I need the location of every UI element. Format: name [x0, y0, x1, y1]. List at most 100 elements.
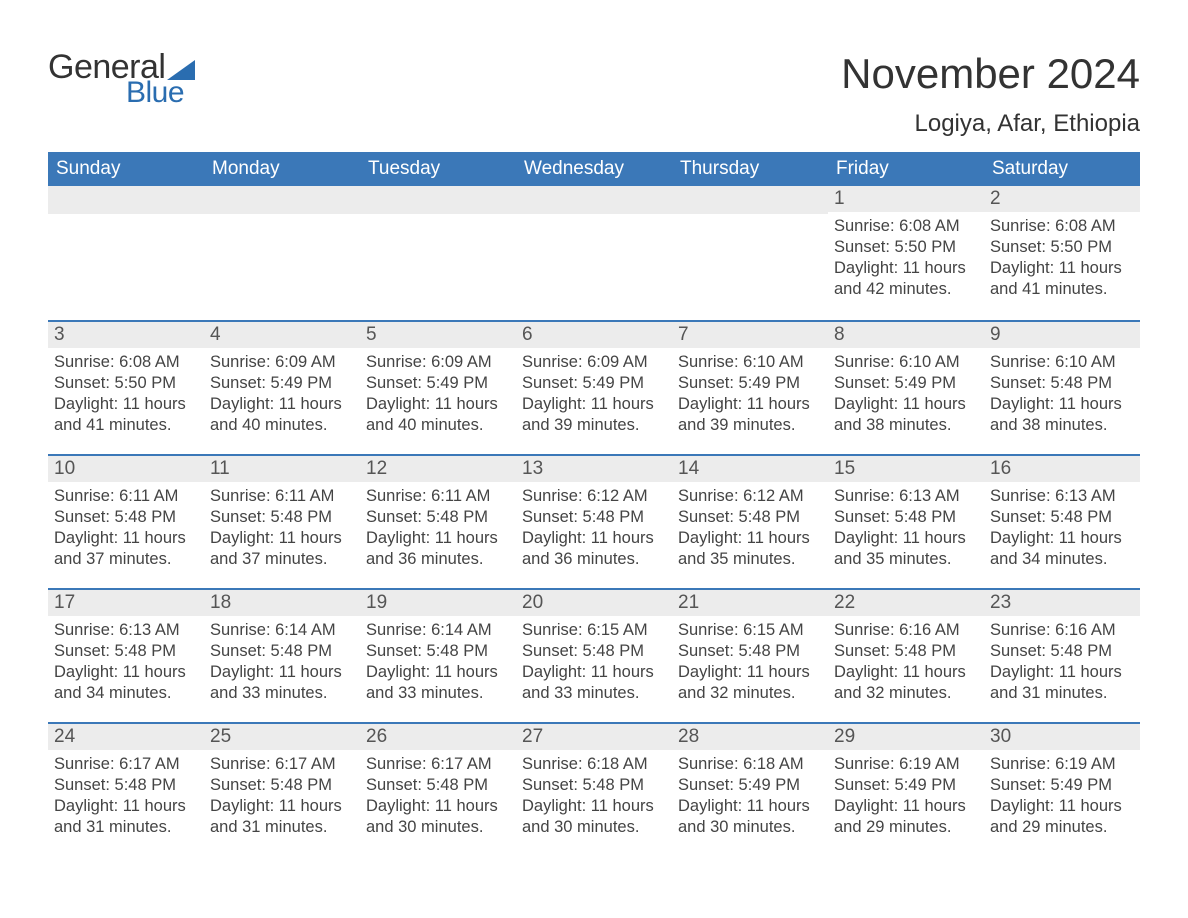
day-details: Sunrise: 6:18 AMSunset: 5:49 PMDaylight:… [672, 750, 828, 838]
day-details: Sunrise: 6:10 AMSunset: 5:49 PMDaylight:… [828, 348, 984, 436]
day-number: 6 [516, 320, 672, 348]
empty-day-bar [516, 186, 672, 214]
sunrise-text: Sunrise: 6:11 AM [54, 486, 198, 507]
sunrise-text: Sunrise: 6:14 AM [366, 620, 510, 641]
day-details: Sunrise: 6:17 AMSunset: 5:48 PMDaylight:… [204, 750, 360, 838]
daylight-text: Daylight: 11 hours and 33 minutes. [522, 662, 666, 704]
sunrise-text: Sunrise: 6:13 AM [834, 486, 978, 507]
sunrise-text: Sunrise: 6:12 AM [522, 486, 666, 507]
daylight-text: Daylight: 11 hours and 42 minutes. [834, 258, 978, 300]
day-details: Sunrise: 6:17 AMSunset: 5:48 PMDaylight:… [360, 750, 516, 838]
daylight-text: Daylight: 11 hours and 40 minutes. [366, 394, 510, 436]
day-number: 27 [516, 722, 672, 750]
daylight-text: Daylight: 11 hours and 29 minutes. [990, 796, 1134, 838]
calendar-cell: 15Sunrise: 6:13 AMSunset: 5:48 PMDayligh… [828, 454, 984, 588]
sunset-text: Sunset: 5:50 PM [54, 373, 198, 394]
day-number: 12 [360, 454, 516, 482]
sunrise-text: Sunrise: 6:09 AM [522, 352, 666, 373]
sunrise-text: Sunrise: 6:10 AM [834, 352, 978, 373]
sunset-text: Sunset: 5:48 PM [834, 507, 978, 528]
day-number: 30 [984, 722, 1140, 750]
day-number: 16 [984, 454, 1140, 482]
day-number: 4 [204, 320, 360, 348]
calendar-cell [48, 186, 204, 320]
day-header: Sunday [48, 152, 204, 186]
calendar-cell: 29Sunrise: 6:19 AMSunset: 5:49 PMDayligh… [828, 722, 984, 856]
day-number: 5 [360, 320, 516, 348]
sunrise-text: Sunrise: 6:09 AM [366, 352, 510, 373]
day-details: Sunrise: 6:09 AMSunset: 5:49 PMDaylight:… [516, 348, 672, 436]
sunset-text: Sunset: 5:48 PM [54, 641, 198, 662]
sunrise-text: Sunrise: 6:15 AM [678, 620, 822, 641]
daylight-text: Daylight: 11 hours and 31 minutes. [54, 796, 198, 838]
calendar-cell: 24Sunrise: 6:17 AMSunset: 5:48 PMDayligh… [48, 722, 204, 856]
sunrise-text: Sunrise: 6:19 AM [834, 754, 978, 775]
sunset-text: Sunset: 5:48 PM [210, 507, 354, 528]
calendar-body: 1Sunrise: 6:08 AMSunset: 5:50 PMDaylight… [48, 186, 1140, 856]
daylight-text: Daylight: 11 hours and 32 minutes. [834, 662, 978, 704]
daylight-text: Daylight: 11 hours and 36 minutes. [366, 528, 510, 570]
day-number: 28 [672, 722, 828, 750]
day-number: 20 [516, 588, 672, 616]
day-details: Sunrise: 6:13 AMSunset: 5:48 PMDaylight:… [984, 482, 1140, 570]
day-number: 24 [48, 722, 204, 750]
sunrise-text: Sunrise: 6:13 AM [990, 486, 1134, 507]
sunrise-text: Sunrise: 6:17 AM [366, 754, 510, 775]
day-number: 1 [828, 186, 984, 212]
day-details: Sunrise: 6:08 AMSunset: 5:50 PMDaylight:… [48, 348, 204, 436]
sunset-text: Sunset: 5:48 PM [834, 641, 978, 662]
calendar-week-row: 10Sunrise: 6:11 AMSunset: 5:48 PMDayligh… [48, 454, 1140, 588]
calendar-week-row: 3Sunrise: 6:08 AMSunset: 5:50 PMDaylight… [48, 320, 1140, 454]
day-details: Sunrise: 6:11 AMSunset: 5:48 PMDaylight:… [360, 482, 516, 570]
day-header: Monday [204, 152, 360, 186]
calendar-cell: 30Sunrise: 6:19 AMSunset: 5:49 PMDayligh… [984, 722, 1140, 856]
calendar-week-row: 1Sunrise: 6:08 AMSunset: 5:50 PMDaylight… [48, 186, 1140, 320]
sunset-text: Sunset: 5:50 PM [990, 237, 1134, 258]
sunrise-text: Sunrise: 6:13 AM [54, 620, 198, 641]
calendar-cell: 14Sunrise: 6:12 AMSunset: 5:48 PMDayligh… [672, 454, 828, 588]
calendar-cell: 17Sunrise: 6:13 AMSunset: 5:48 PMDayligh… [48, 588, 204, 722]
daylight-text: Daylight: 11 hours and 37 minutes. [210, 528, 354, 570]
sunset-text: Sunset: 5:48 PM [678, 507, 822, 528]
daylight-text: Daylight: 11 hours and 34 minutes. [990, 528, 1134, 570]
month-title: November 2024 [841, 50, 1140, 98]
daylight-text: Daylight: 11 hours and 41 minutes. [990, 258, 1134, 300]
sunset-text: Sunset: 5:48 PM [54, 775, 198, 796]
calendar-cell: 20Sunrise: 6:15 AMSunset: 5:48 PMDayligh… [516, 588, 672, 722]
sunset-text: Sunset: 5:48 PM [210, 641, 354, 662]
calendar-week-row: 17Sunrise: 6:13 AMSunset: 5:48 PMDayligh… [48, 588, 1140, 722]
sunrise-text: Sunrise: 6:16 AM [990, 620, 1134, 641]
daylight-text: Daylight: 11 hours and 30 minutes. [522, 796, 666, 838]
calendar-cell: 1Sunrise: 6:08 AMSunset: 5:50 PMDaylight… [828, 186, 984, 320]
sunset-text: Sunset: 5:49 PM [678, 775, 822, 796]
daylight-text: Daylight: 11 hours and 39 minutes. [522, 394, 666, 436]
day-number: 21 [672, 588, 828, 616]
location-title: Logiya, Afar, Ethiopia [841, 110, 1140, 138]
calendar-cell [672, 186, 828, 320]
sunset-text: Sunset: 5:49 PM [678, 373, 822, 394]
day-number: 11 [204, 454, 360, 482]
calendar-header-row: SundayMondayTuesdayWednesdayThursdayFrid… [48, 152, 1140, 186]
calendar-cell: 10Sunrise: 6:11 AMSunset: 5:48 PMDayligh… [48, 454, 204, 588]
calendar-cell: 13Sunrise: 6:12 AMSunset: 5:48 PMDayligh… [516, 454, 672, 588]
day-details: Sunrise: 6:08 AMSunset: 5:50 PMDaylight:… [984, 212, 1140, 300]
day-details: Sunrise: 6:14 AMSunset: 5:48 PMDaylight:… [204, 616, 360, 704]
page-header: General Blue November 2024 Logiya, Afar,… [48, 50, 1140, 146]
daylight-text: Daylight: 11 hours and 37 minutes. [54, 528, 198, 570]
calendar-cell: 21Sunrise: 6:15 AMSunset: 5:48 PMDayligh… [672, 588, 828, 722]
day-details: Sunrise: 6:10 AMSunset: 5:49 PMDaylight:… [672, 348, 828, 436]
sunrise-text: Sunrise: 6:14 AM [210, 620, 354, 641]
sunset-text: Sunset: 5:49 PM [522, 373, 666, 394]
logo-text-blue: Blue [126, 78, 195, 108]
day-details: Sunrise: 6:09 AMSunset: 5:49 PMDaylight:… [204, 348, 360, 436]
sunset-text: Sunset: 5:49 PM [366, 373, 510, 394]
calendar-cell: 8Sunrise: 6:10 AMSunset: 5:49 PMDaylight… [828, 320, 984, 454]
daylight-text: Daylight: 11 hours and 29 minutes. [834, 796, 978, 838]
logo: General Blue [48, 50, 195, 108]
day-details: Sunrise: 6:11 AMSunset: 5:48 PMDaylight:… [48, 482, 204, 570]
calendar-cell [204, 186, 360, 320]
daylight-text: Daylight: 11 hours and 38 minutes. [834, 394, 978, 436]
calendar-cell: 3Sunrise: 6:08 AMSunset: 5:50 PMDaylight… [48, 320, 204, 454]
empty-day-bar [360, 186, 516, 214]
day-details: Sunrise: 6:13 AMSunset: 5:48 PMDaylight:… [48, 616, 204, 704]
